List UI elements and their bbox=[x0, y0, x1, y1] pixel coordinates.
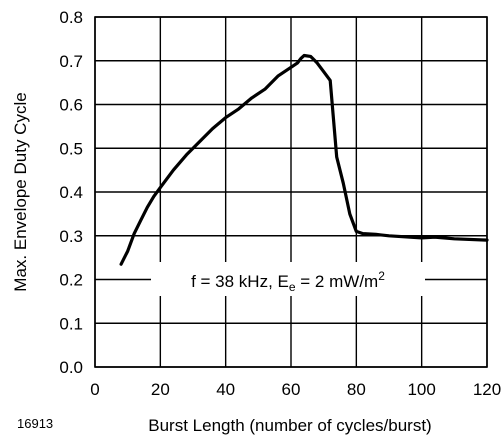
y-tick-label: 0.0 bbox=[59, 358, 83, 377]
x-tick-label: 100 bbox=[407, 380, 435, 399]
y-tick-label: 0.3 bbox=[59, 227, 83, 246]
x-tick-label: 40 bbox=[216, 380, 235, 399]
grid bbox=[94, 16, 488, 368]
x-tick-label: 20 bbox=[151, 380, 170, 399]
annotation-middle: = 2 mW/m bbox=[296, 272, 379, 291]
x-tick-label: 120 bbox=[473, 380, 501, 399]
x-axis-label: Burst Length (number of cycles/burst) bbox=[148, 416, 431, 435]
y-tick-label: 0.2 bbox=[59, 271, 83, 290]
y-tick-label: 0.1 bbox=[59, 314, 83, 333]
annotation-subscript: e bbox=[289, 280, 296, 294]
x-tick-label: 60 bbox=[282, 380, 301, 399]
annotation-prefix: f = 38 kHz, E bbox=[191, 272, 289, 291]
x-tick-label: 0 bbox=[90, 380, 99, 399]
annotation-background bbox=[151, 262, 425, 296]
annotation-superscript: 2 bbox=[378, 269, 385, 283]
plot-frame bbox=[94, 16, 488, 368]
y-tick-label: 0.6 bbox=[59, 96, 83, 115]
y-tick-labels: 0.0 0.1 0.2 0.3 0.4 0.5 0.6 0.7 0.8 bbox=[59, 8, 83, 377]
y-tick-label: 0.7 bbox=[59, 52, 83, 71]
y-tick-label: 0.8 bbox=[59, 8, 83, 27]
x-tick-labels: 0 20 40 60 80 100 120 bbox=[90, 380, 501, 399]
x-tick-label: 80 bbox=[347, 380, 366, 399]
y-tick-label: 0.5 bbox=[59, 139, 83, 158]
figure-id: 16913 bbox=[17, 416, 53, 431]
annotation: f = 38 kHz, Ee = 2 mW/m2 bbox=[191, 269, 385, 294]
y-tick-label: 0.4 bbox=[59, 183, 83, 202]
y-axis-label: Max. Envelope Duty Cycle bbox=[11, 92, 30, 291]
series-line bbox=[119, 53, 489, 266]
